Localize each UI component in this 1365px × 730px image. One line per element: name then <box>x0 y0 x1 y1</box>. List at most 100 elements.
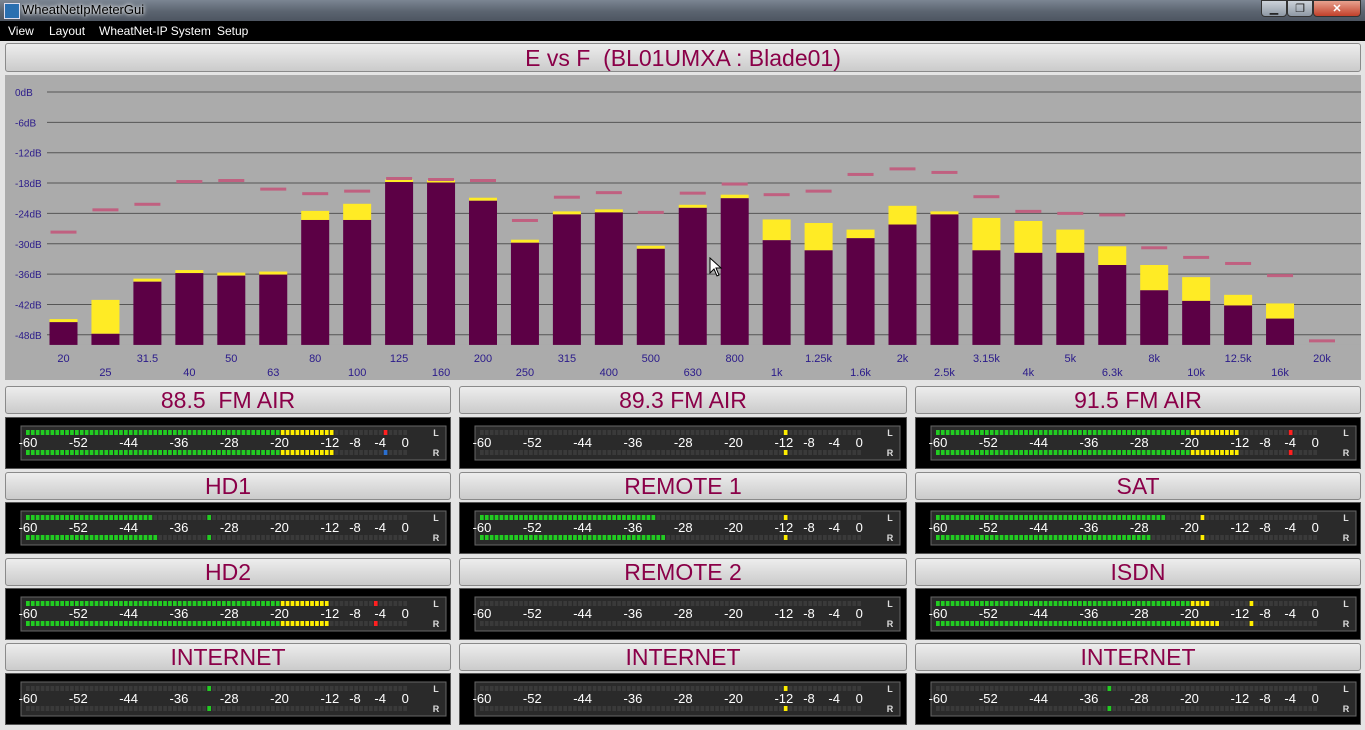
meter-segment <box>1210 706 1215 711</box>
meter-segment <box>1190 686 1195 691</box>
meter-segment <box>798 706 803 711</box>
meter-segment <box>940 535 945 540</box>
meter-segment <box>40 706 45 711</box>
meter-segment <box>70 601 74 606</box>
meter-segment <box>163 621 167 626</box>
meter-segment <box>1259 515 1264 520</box>
meter-segment <box>1058 515 1063 520</box>
meter-segment <box>1210 621 1215 626</box>
meter-segment <box>26 686 30 691</box>
meter-segment <box>847 601 852 606</box>
meter-segment <box>383 450 388 455</box>
meter-segment <box>1220 515 1224 520</box>
meter-segment <box>680 430 685 435</box>
meter-segment <box>1205 706 1210 711</box>
meter-segment <box>124 450 128 455</box>
minimize-button[interactable]: ▁ <box>1261 0 1287 17</box>
e-bar <box>1098 264 1127 345</box>
meter-segment <box>1171 430 1175 435</box>
meter-segment <box>813 621 817 626</box>
meter-segment <box>158 535 162 540</box>
scale-label: -4 <box>828 691 840 706</box>
meter-segment <box>143 515 148 520</box>
meter-segment <box>158 430 162 435</box>
meter-segment <box>305 430 309 435</box>
meter-segment <box>764 450 768 455</box>
meter-segment <box>383 706 388 711</box>
meter-segment <box>484 601 489 606</box>
menu-setup[interactable]: Setup <box>217 24 249 38</box>
meter-segment <box>823 686 827 691</box>
meter-segment <box>739 430 744 435</box>
meter-segment <box>1058 450 1063 455</box>
meter-segment <box>725 515 729 520</box>
meter-segment <box>965 515 970 520</box>
meter-segment <box>344 706 349 711</box>
meter-segment <box>744 515 749 520</box>
maximize-button[interactable]: ❐ <box>1287 0 1313 17</box>
meter-segment <box>666 601 670 606</box>
close-button[interactable]: ✕ <box>1313 0 1361 17</box>
meter-segment <box>1230 686 1234 691</box>
meter-segment <box>359 515 363 520</box>
meter-segment <box>1068 535 1072 540</box>
meter-segment <box>246 686 251 691</box>
meter-segment <box>1181 706 1185 711</box>
meter-segment <box>222 686 226 691</box>
meter-segment <box>339 686 344 691</box>
meter-segment <box>783 535 788 540</box>
meter-segment <box>295 601 300 606</box>
meter-segment <box>1274 601 1278 606</box>
meter-segment <box>1112 430 1117 435</box>
meter-segment <box>55 706 60 711</box>
scale-label: 0 <box>856 691 863 706</box>
y-tick-label: -42dB <box>15 300 42 311</box>
meter-segment <box>480 686 484 691</box>
meter-segment <box>35 686 40 691</box>
meter-segment <box>109 450 113 455</box>
meter-segment <box>695 621 700 626</box>
meter-segment <box>769 621 773 626</box>
meter-segment <box>192 601 197 606</box>
channel-letter: R <box>1343 533 1350 543</box>
meter-segment <box>774 450 778 455</box>
meter-segment <box>143 601 148 606</box>
meter-segment <box>1117 706 1121 711</box>
meter-segment <box>1205 430 1210 435</box>
meter-segment <box>651 686 656 691</box>
meter-segment <box>202 686 207 691</box>
meter-segment <box>1136 706 1141 711</box>
meter-segment <box>1063 430 1068 435</box>
meter-segment <box>1083 515 1087 520</box>
scale-label: -60 <box>929 691 948 706</box>
meter-segment <box>1274 621 1278 626</box>
scale-label: -44 <box>573 606 592 621</box>
meter-segment <box>271 515 275 520</box>
meter-segment <box>622 601 626 606</box>
meter-segment <box>705 601 710 606</box>
meter-segment <box>109 535 113 540</box>
meter-segment <box>661 686 665 691</box>
menu-view[interactable]: View <box>8 24 34 38</box>
meter-segment <box>1161 450 1166 455</box>
menu-layout[interactable]: Layout <box>49 24 86 38</box>
meter-segment <box>671 515 675 520</box>
meter-segment <box>1107 686 1112 691</box>
meter-segment <box>980 601 984 606</box>
meter-segment <box>1146 430 1151 435</box>
scale-label: -52 <box>523 691 542 706</box>
f-bar <box>1014 220 1043 253</box>
meter-segment <box>197 535 202 540</box>
meter-segment <box>1141 515 1146 520</box>
f-bar <box>133 278 162 282</box>
meter-segment <box>803 450 808 455</box>
meter-segment <box>651 601 656 606</box>
meter-segment <box>1259 535 1264 540</box>
meter-segment <box>373 450 378 455</box>
e-bar <box>552 214 581 345</box>
meter-segment <box>529 686 533 691</box>
meter-segment <box>295 430 300 435</box>
meter-segment <box>163 430 167 435</box>
meter-segment <box>84 430 89 435</box>
menu-wheatnet-ip-system[interactable]: WheatNet-IP System <box>99 24 211 38</box>
